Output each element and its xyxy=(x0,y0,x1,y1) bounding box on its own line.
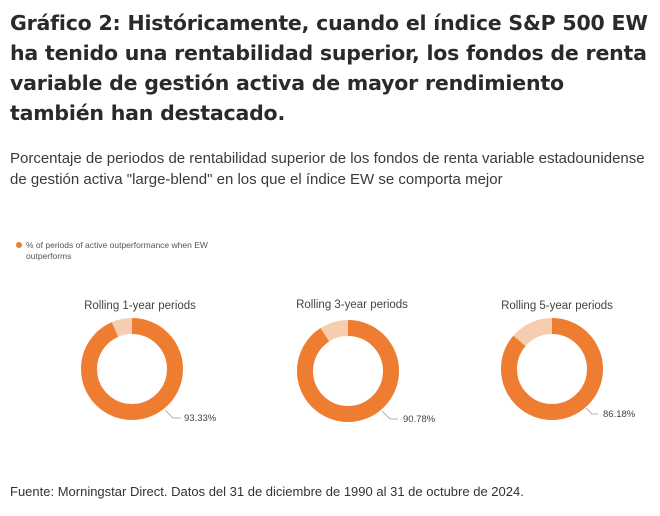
legend-swatch xyxy=(16,242,22,248)
donut-value-label: 93.33% xyxy=(184,413,217,424)
donut-value-label: 86.18% xyxy=(603,409,636,420)
donut-title: Rolling 5-year periods xyxy=(501,300,613,312)
donut-leader-line xyxy=(164,409,181,419)
donut-title: Rolling 3-year periods xyxy=(296,299,408,311)
chart-subtitle: Porcentaje de periodos de rentabilidad s… xyxy=(10,150,645,188)
legend-label: % of periods of active outperformance wh… xyxy=(26,240,208,261)
donut-chart-2: Rolling 3-year periods 90.78% xyxy=(296,299,436,425)
chart-title: Gráfico 2: Históricamente, cuando el índ… xyxy=(10,11,648,125)
donut-leader-line xyxy=(381,410,398,420)
donut-leader-line xyxy=(585,407,598,415)
donut-value-arc xyxy=(297,320,399,422)
donut-title: Rolling 1-year periods xyxy=(84,300,196,312)
donut-value-label: 90.78% xyxy=(403,414,436,425)
donut-charts: Rolling 1-year periods 93.33% Rolling 3-… xyxy=(81,299,636,425)
donut-chart-3: Rolling 5-year periods 86.18% xyxy=(501,300,636,420)
donut-value-arc xyxy=(81,318,183,420)
donut-value-arc xyxy=(501,318,603,420)
donut-chart-1: Rolling 1-year periods 93.33% xyxy=(81,300,217,424)
source-note: Fuente: Morningstar Direct. Datos del 31… xyxy=(10,484,524,499)
